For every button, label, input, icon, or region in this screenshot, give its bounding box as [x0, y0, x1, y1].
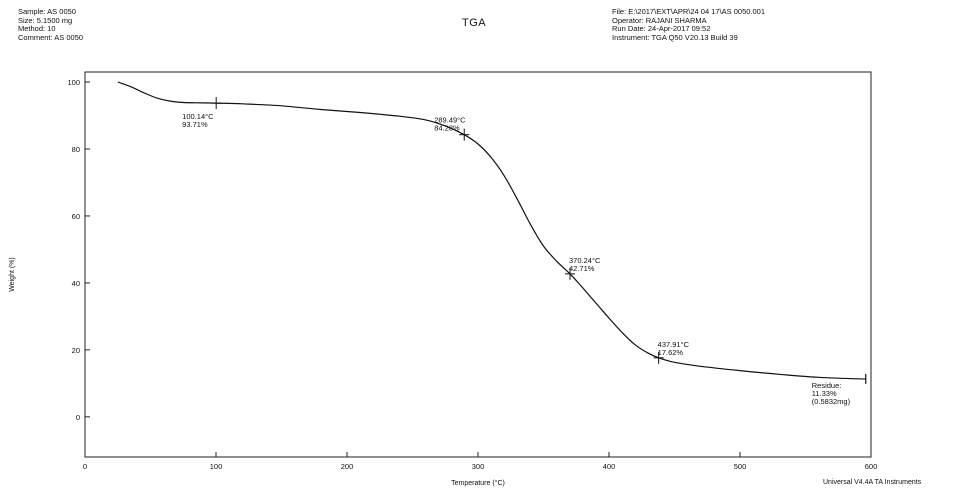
weight-curve — [117, 81, 866, 380]
x-tick-label: 600 — [865, 462, 878, 471]
y-tick-label: 60 — [72, 212, 80, 221]
x-tick-label: 200 — [341, 462, 354, 471]
x-axis: 0 100 200 300 400 500 600 — [83, 452, 877, 471]
y-tick-label: 20 — [72, 346, 80, 355]
sample-line: Sample: AS 0050 — [18, 7, 76, 16]
residue-label: Residue: — [812, 381, 842, 390]
annotation-label: 289.49°C — [434, 116, 466, 125]
y-tick-label: 100 — [67, 78, 80, 87]
x-tick-label: 400 — [603, 462, 616, 471]
annotation-label: 84.28% — [434, 124, 460, 133]
x-tick-label: 0 — [83, 462, 87, 471]
run-info: File: E:\2017\EXT\APR\24 04 17\AS 0050.0… — [612, 7, 766, 42]
sample-info: Sample: AS 0050 Size: 5.1500 mg Method: … — [18, 7, 84, 42]
size-line: Size: 5.1500 mg — [18, 15, 73, 25]
chart-title: TGA — [462, 17, 487, 29]
software-footer: Universal V4.4A TA Instruments — [823, 479, 922, 486]
residue-label: (0.5832mg) — [812, 397, 851, 406]
file-line: File: E:\2017\EXT\APR\24 04 17\AS 0050.0… — [612, 7, 766, 16]
instrument-line: Instrument: TGA Q50 V20.13 Build 39 — [612, 32, 738, 42]
run-date-line: Run Date: 24-Apr-2017 09:52 — [612, 24, 711, 33]
annotation-label: 42.71% — [569, 264, 595, 273]
y-tick-label: 40 — [72, 279, 80, 288]
x-tick-label: 100 — [210, 462, 223, 471]
y-tick-label: 80 — [72, 145, 80, 154]
residue-label: 11.33% — [812, 389, 837, 398]
x-tick-label: 500 — [734, 462, 747, 471]
comment-line: Comment: AS 0050 — [18, 32, 84, 42]
method-line: Method: 10 — [18, 24, 56, 33]
annotation-label: 437.91°C — [658, 340, 690, 349]
annotation-markers: 100.14°C93.71% 289.49°C84.28% 370.24°C42.7… — [182, 97, 867, 406]
annotation-label: 17.62% — [658, 348, 684, 357]
y-axis-title: Weight (%) — [9, 257, 16, 292]
operator-line: Operator: RAJANI SHARMA — [612, 15, 707, 25]
annotation-label: 370.24°C — [569, 256, 601, 265]
y-axis: 0 20 40 60 80 100 — [67, 78, 90, 422]
annotation-label: 93.71% — [182, 120, 208, 129]
annotation-label: 100.14°C — [182, 112, 214, 121]
x-axis-title: Temperature (°C) — [451, 479, 505, 487]
plot-frame — [84, 71, 872, 458]
x-tick-label: 300 — [472, 462, 485, 471]
y-tick-label: 0 — [76, 413, 80, 422]
